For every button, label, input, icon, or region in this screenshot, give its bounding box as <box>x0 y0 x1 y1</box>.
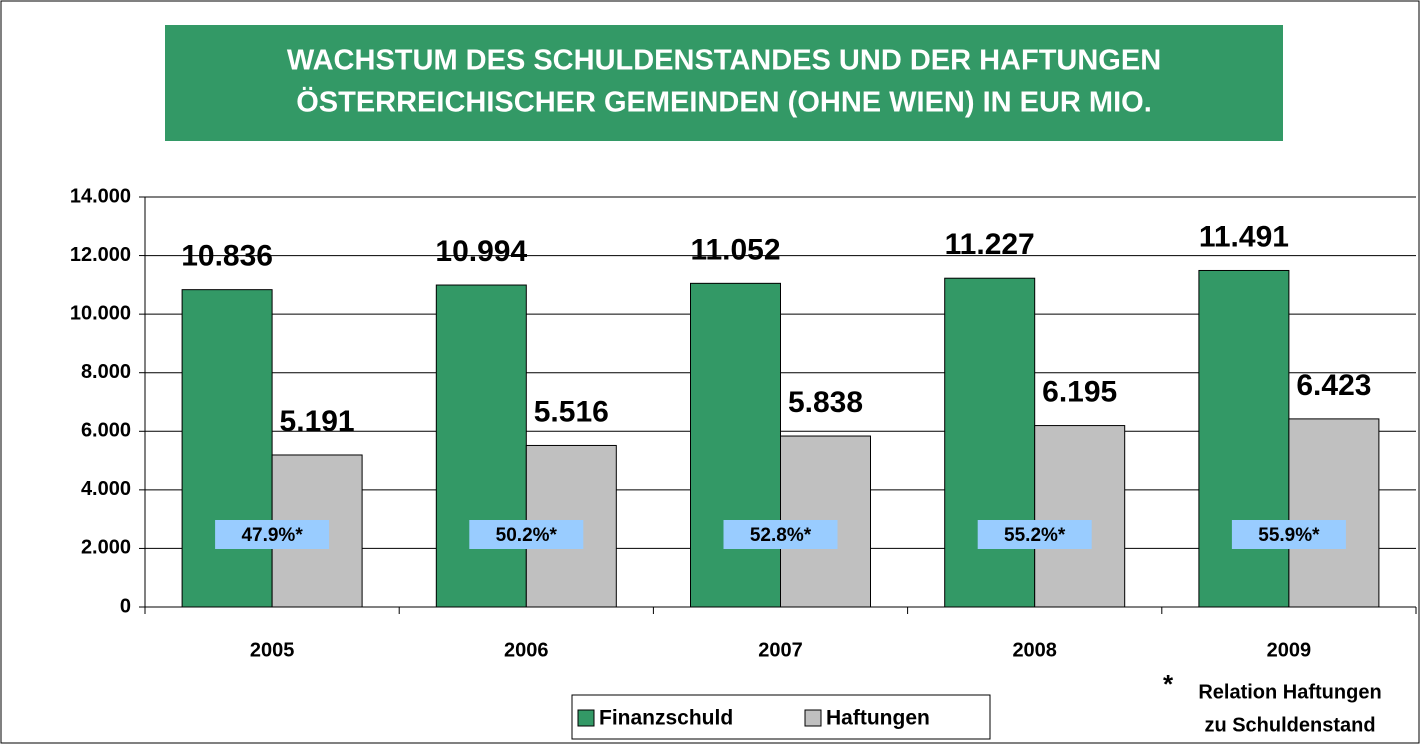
value-label: 6.423 <box>1296 369 1371 402</box>
x-tick-label: 2008 <box>1012 639 1057 661</box>
title-box <box>165 25 1283 141</box>
ratio-label: 47.9%* <box>241 525 303 546</box>
x-tick-label: 2007 <box>758 639 803 661</box>
ratio-label: 55.2%* <box>1004 525 1066 546</box>
value-label: 10.836 <box>181 240 273 273</box>
ratio-label: 52.8%* <box>750 525 812 546</box>
y-tick-label: 12.000 <box>70 244 131 266</box>
bar <box>690 282 781 608</box>
value-label: 11.227 <box>945 228 1035 261</box>
legend-box <box>571 694 991 740</box>
footnote-marker: * <box>1163 669 1174 699</box>
footnote: zu Schuldenstand <box>1204 714 1375 736</box>
bar <box>1034 425 1126 608</box>
legend-label: Haftungen <box>826 707 930 730</box>
x-tick-label: 2009 <box>1267 639 1312 661</box>
value-label: 11.491 <box>1199 220 1289 253</box>
bar <box>181 289 273 608</box>
ratio-box <box>977 520 1092 549</box>
ratio-box <box>1231 520 1346 549</box>
y-tick-label: 2.000 <box>81 537 131 559</box>
ratio-box <box>469 520 584 549</box>
legend-label: Finanzschuld <box>599 707 733 730</box>
bar <box>435 284 527 608</box>
footnote: Relation Haftungen <box>1198 681 1381 703</box>
y-tick-label: 0 <box>120 595 131 617</box>
y-tick-label: 10.000 <box>70 302 131 324</box>
bar <box>1288 418 1380 608</box>
legend-swatch <box>577 709 595 727</box>
ratio-label: 50.2%* <box>496 525 558 546</box>
bar <box>944 277 1036 608</box>
value-label: 5.516 <box>534 395 609 428</box>
y-tick-label: 14.000 <box>70 185 131 207</box>
x-tick-label: 2006 <box>504 639 549 661</box>
value-label: 6.195 <box>1042 375 1117 408</box>
y-tick-label: 6.000 <box>81 420 131 442</box>
chart-title: WACHSTUM DES SCHULDENSTANDES UND DER HAF… <box>287 45 1161 77</box>
value-label: 11.052 <box>690 233 780 266</box>
y-tick-label: 4.000 <box>81 478 131 500</box>
bar <box>1198 269 1290 608</box>
chart-title: ÖSTERREICHISCHER GEMEINDEN (OHNE WIEN) I… <box>296 86 1152 119</box>
x-tick-label: 2005 <box>250 639 295 661</box>
value-label: 5.191 <box>280 405 355 438</box>
value-label: 10.994 <box>435 235 527 268</box>
ratio-box <box>723 520 838 549</box>
ratio-box <box>215 520 330 549</box>
value-label: 5.838 <box>788 386 863 419</box>
y-tick-label: 8.000 <box>81 361 131 383</box>
legend-swatch <box>804 709 822 727</box>
ratio-label: 55.9%* <box>1258 525 1320 546</box>
